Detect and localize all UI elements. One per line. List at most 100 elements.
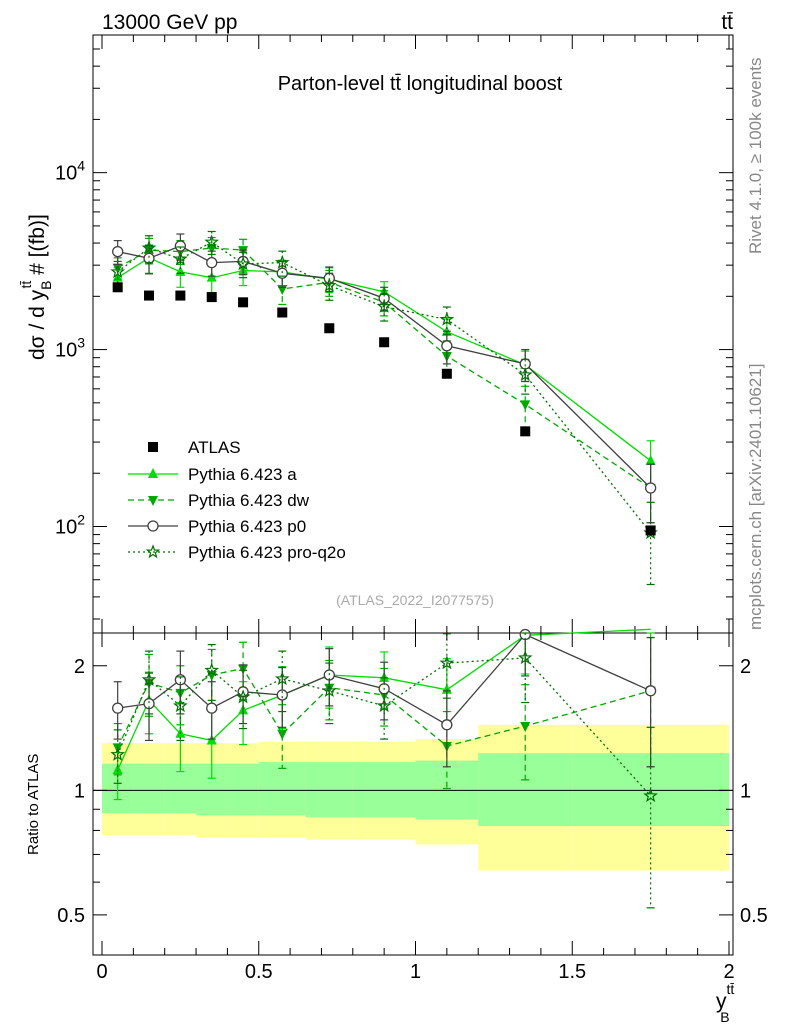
legend-marker-q2o	[145, 544, 161, 559]
legend-dw-label: Pythia 6.423 dw	[188, 491, 310, 510]
atlas-point	[277, 307, 288, 318]
marker-q2o	[376, 298, 392, 313]
ratio-marker-dw	[277, 729, 288, 740]
svg-text:dσ / d yBtt̄ # [(fb)]: dσ / d yBtt̄ # [(fb)]	[18, 214, 54, 360]
y-label-tail: # [(fb)]	[26, 214, 49, 281]
ratio-marker-p0	[276, 689, 288, 701]
ratio-marker-q2o	[274, 671, 290, 686]
ratio-y-tick-label-right: 0.5	[740, 905, 768, 927]
ratio-marker-q2o	[517, 650, 533, 665]
marker-q2o	[110, 264, 126, 279]
y-tick-label-1: 103	[55, 335, 85, 362]
legend-a-label: Pythia 6.423 a	[188, 465, 297, 484]
upper-series-layer	[110, 230, 658, 586]
rivet-label: Rivet 4.1.0, ≥ 100k events	[746, 58, 765, 254]
ratio-marker-q2o	[643, 788, 658, 803]
atlas-point	[175, 290, 186, 301]
atlas-point	[379, 337, 390, 348]
x-tick-label: 1.5	[558, 961, 586, 983]
process-label: tt̄	[721, 11, 733, 34]
atlas-point	[324, 323, 335, 334]
x-tick-label: 1	[410, 961, 421, 983]
ratio-marker-p0	[206, 702, 218, 714]
atlas-data-layer	[112, 282, 656, 536]
atlas-point	[645, 525, 656, 536]
watermark: (ATLAS_2022_I2077575)	[336, 592, 494, 608]
ratio-marker-p0	[143, 697, 155, 710]
marker-q2o	[517, 367, 533, 382]
uncertainty-band-inner	[133, 763, 165, 814]
ratio-panel	[92, 632, 734, 956]
legend-marker-a	[148, 468, 158, 478]
y-tick-base: 10	[55, 516, 77, 538]
marker-q2o	[204, 234, 220, 249]
uncertainty-band-inner	[258, 762, 306, 816]
ratio-marker-dw	[520, 722, 531, 733]
uncertainty-band-inner	[352, 762, 416, 818]
marker-p0	[644, 482, 657, 494]
ratio-y-tick-label-left: 2	[74, 656, 85, 678]
atlas-point	[206, 292, 217, 303]
x-tick-label: 0	[96, 961, 107, 983]
uncertainty-band-inner	[305, 762, 353, 818]
legend-q2o-label: Pythia 6.423 pro-q2o	[188, 543, 346, 562]
energy-label: 13000 GeV pp	[102, 11, 237, 34]
ratio-marker-p0	[112, 702, 124, 714]
ratio-marker-q2o	[141, 672, 157, 686]
marker-q2o	[322, 277, 337, 292]
y-tick-exp: 3	[77, 335, 85, 351]
y-tick-base: 10	[55, 163, 77, 185]
ratio-marker-q2o	[110, 746, 126, 761]
ratio-y-tick-label-left: 1	[74, 780, 85, 802]
y-tick-base: 10	[55, 340, 77, 362]
y-label-sup: tt̄	[18, 281, 34, 289]
atlas-point	[112, 282, 123, 293]
y-label-main: dσ / d y	[26, 289, 49, 360]
y-tick-exp: 4	[77, 158, 85, 174]
marker-p0	[441, 340, 453, 352]
legend: ATLAS Pythia 6.423 a Pythia 6.423 dw Pyt…	[128, 438, 346, 562]
legend-p0-label: Pythia 6.423 p0	[188, 517, 306, 536]
y-tick-label-0: 102	[55, 511, 85, 538]
atlas-point	[238, 297, 249, 308]
y-axis-label: dσ / d yBtt̄ # [(fb)]	[18, 214, 54, 360]
upper-frame	[92, 34, 734, 634]
x-tick-label: 2	[723, 961, 734, 983]
marker-q2o	[141, 240, 157, 255]
ratio-marker-p0	[441, 719, 453, 731]
atlas-point	[441, 368, 452, 379]
x-label-sub: B	[720, 1009, 729, 1024]
y-tick-exp: 2	[77, 511, 85, 527]
marker-q2o	[235, 256, 251, 271]
marker-dw	[112, 263, 123, 274]
ratio-marker-q2o	[376, 698, 392, 713]
ratio-axes: 0.5 0.5 1 1 2 2 0 0.5 1 1.5 2	[57, 633, 768, 983]
legend-atlas-marker	[148, 442, 158, 452]
y-label-sub: B	[38, 280, 54, 289]
ratio-line-dw	[117, 667, 651, 748]
upper-panel	[92, 34, 734, 634]
marker-p0	[276, 267, 288, 279]
ratio-marker-q2o	[173, 698, 188, 713]
marker-p0	[143, 252, 155, 264]
uncertainty-band-inner	[478, 753, 573, 826]
x-axis-label: ytt̄ B	[716, 981, 734, 1024]
marker-a	[645, 454, 656, 465]
legend-atlas-label: ATLAS	[188, 438, 241, 457]
uncertainty-band-inner	[227, 763, 259, 816]
marker-q2o	[173, 251, 188, 266]
marker-p0	[206, 256, 218, 269]
atlas-point	[144, 290, 155, 301]
marker-dw	[520, 400, 531, 411]
ratio-series-layer	[110, 628, 658, 909]
marker-q2o	[439, 311, 455, 326]
mcplots-label: mcplots.cern.ch [arXiv:2401.10621]	[746, 364, 765, 630]
ratio-marker-q2o	[235, 689, 251, 704]
ratio-marker-q2o	[204, 662, 220, 677]
ratio-marker-p0	[644, 685, 657, 697]
x-tick-label: 0.5	[245, 961, 273, 983]
marker-p0	[378, 292, 390, 304]
y-tick-label-2: 104	[55, 158, 85, 185]
